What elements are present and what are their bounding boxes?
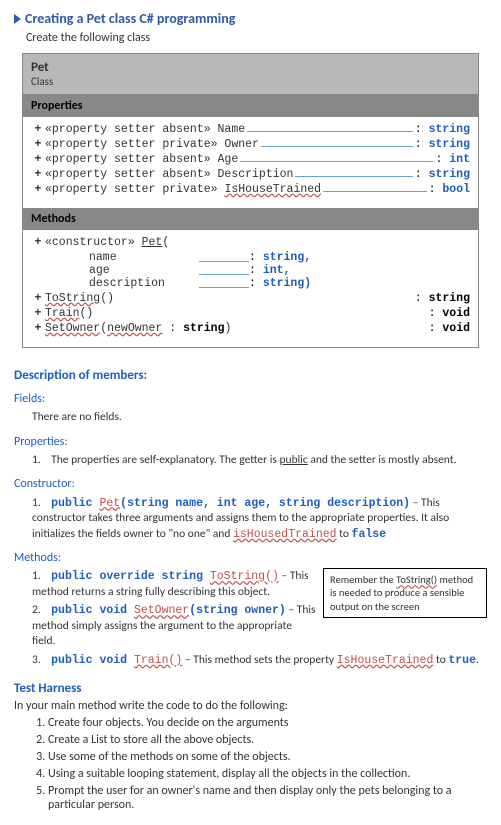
m3-post: – This method sets the property xyxy=(182,653,336,667)
ctor-kw: public xyxy=(51,497,99,510)
uml-ctor-param: name: string, xyxy=(31,251,470,264)
constructor-heading: Constructor: xyxy=(14,476,487,492)
uml-method-row: +ToString(): string xyxy=(31,292,470,305)
m3-pre: public void xyxy=(51,654,134,667)
uml-property-row: +«property setter private» Owner: string xyxy=(31,138,470,151)
ctor-wavy: isHousedTrained xyxy=(233,528,337,541)
uml-classname: Pet xyxy=(31,60,470,75)
test-step: Create four objects. You decide on the a… xyxy=(48,716,487,730)
subtitle: Create the following class xyxy=(26,31,487,45)
uml-property-row: +«property setter absent» Age: int xyxy=(31,153,470,166)
test-step: Using a suitable looping statement, disp… xyxy=(48,767,487,781)
uml-constructor-row: +«constructor» Pet( xyxy=(31,236,470,249)
public-link: public xyxy=(279,453,307,467)
uml-methods-body: +«constructor» Pet( name: string,age: int… xyxy=(23,230,478,347)
m3-wavy: IsHouseTrained xyxy=(337,654,434,667)
props-desc-lead: The properties are self-explanatory. The… xyxy=(51,453,279,467)
m2-args: (string owner) xyxy=(189,604,286,617)
m1-name: ToString() xyxy=(210,570,279,583)
uml-methods-label: Methods xyxy=(23,208,478,230)
m2-pre: public void xyxy=(51,604,134,617)
uml-stereotype: Class xyxy=(31,75,470,88)
properties-heading: Properties: xyxy=(14,434,487,450)
test-intro: In your main method write the code to do… xyxy=(14,699,487,713)
m3-name: Train() xyxy=(134,654,182,667)
test-step: Use some of the methods on some of the o… xyxy=(48,750,487,764)
props-desc-rest: and the setter is mostly absent. xyxy=(308,453,457,467)
uml-class-box: Pet Class Properties +«property setter a… xyxy=(22,53,479,348)
ctor-val: false xyxy=(352,528,387,541)
ctor-tail: to xyxy=(337,527,352,541)
callout-box: Remember the ToString() method is needed… xyxy=(323,568,487,617)
m1-pre: public override string xyxy=(51,570,210,583)
properties-text: 1. The properties are self-explanatory. … xyxy=(32,453,487,469)
ctor-args: (string name, int age, string descriptio… xyxy=(120,497,410,510)
test-steps: Create four objects. You decide on the a… xyxy=(48,716,487,812)
uml-header: Pet Class xyxy=(23,54,478,95)
m2-name: SetOwner xyxy=(134,604,189,617)
test-heading: Test Harness xyxy=(14,681,487,696)
uml-properties-body: +«property setter absent» Name: string +«… xyxy=(23,117,478,208)
collapse-triangle-icon xyxy=(14,14,21,24)
methods-heading: Methods: xyxy=(14,550,487,566)
uml-ctor-param: age: int, xyxy=(31,264,470,277)
uml-property-row: +«property setter private» IsHouseTraine… xyxy=(31,183,470,196)
fields-text: There are no fields. xyxy=(32,410,487,426)
test-step: Prompt the user for an owner's name and … xyxy=(48,784,487,812)
m3-val: true xyxy=(448,654,476,667)
uml-ctor-param: description: string) xyxy=(31,277,470,290)
uml-method-row: +Train(): void xyxy=(31,307,470,320)
desc-heading: Description of members: xyxy=(14,368,487,383)
m3-tail: to xyxy=(433,653,448,667)
method3-text: 3. public void Train() – This method set… xyxy=(32,653,487,669)
uml-method-row: +SetOwner(newOwner : string): void xyxy=(31,322,470,335)
callout-text: Remember the ToString() method is needed… xyxy=(330,573,473,612)
ctor-name: Pet xyxy=(99,497,120,510)
page-title: Creating a Pet class C# programming xyxy=(25,10,235,27)
uml-property-row: +«property setter absent» Name: string xyxy=(31,123,470,136)
uml-properties-label: Properties xyxy=(23,95,478,117)
constructor-text: 1. public Pet(string name, int age, stri… xyxy=(32,496,487,543)
uml-property-row: +«property setter absent» Description: s… xyxy=(31,168,470,181)
m3-dot: . xyxy=(476,653,479,667)
fields-heading: Fields: xyxy=(14,391,487,407)
test-step: Create a List to store all the above obj… xyxy=(48,733,487,747)
